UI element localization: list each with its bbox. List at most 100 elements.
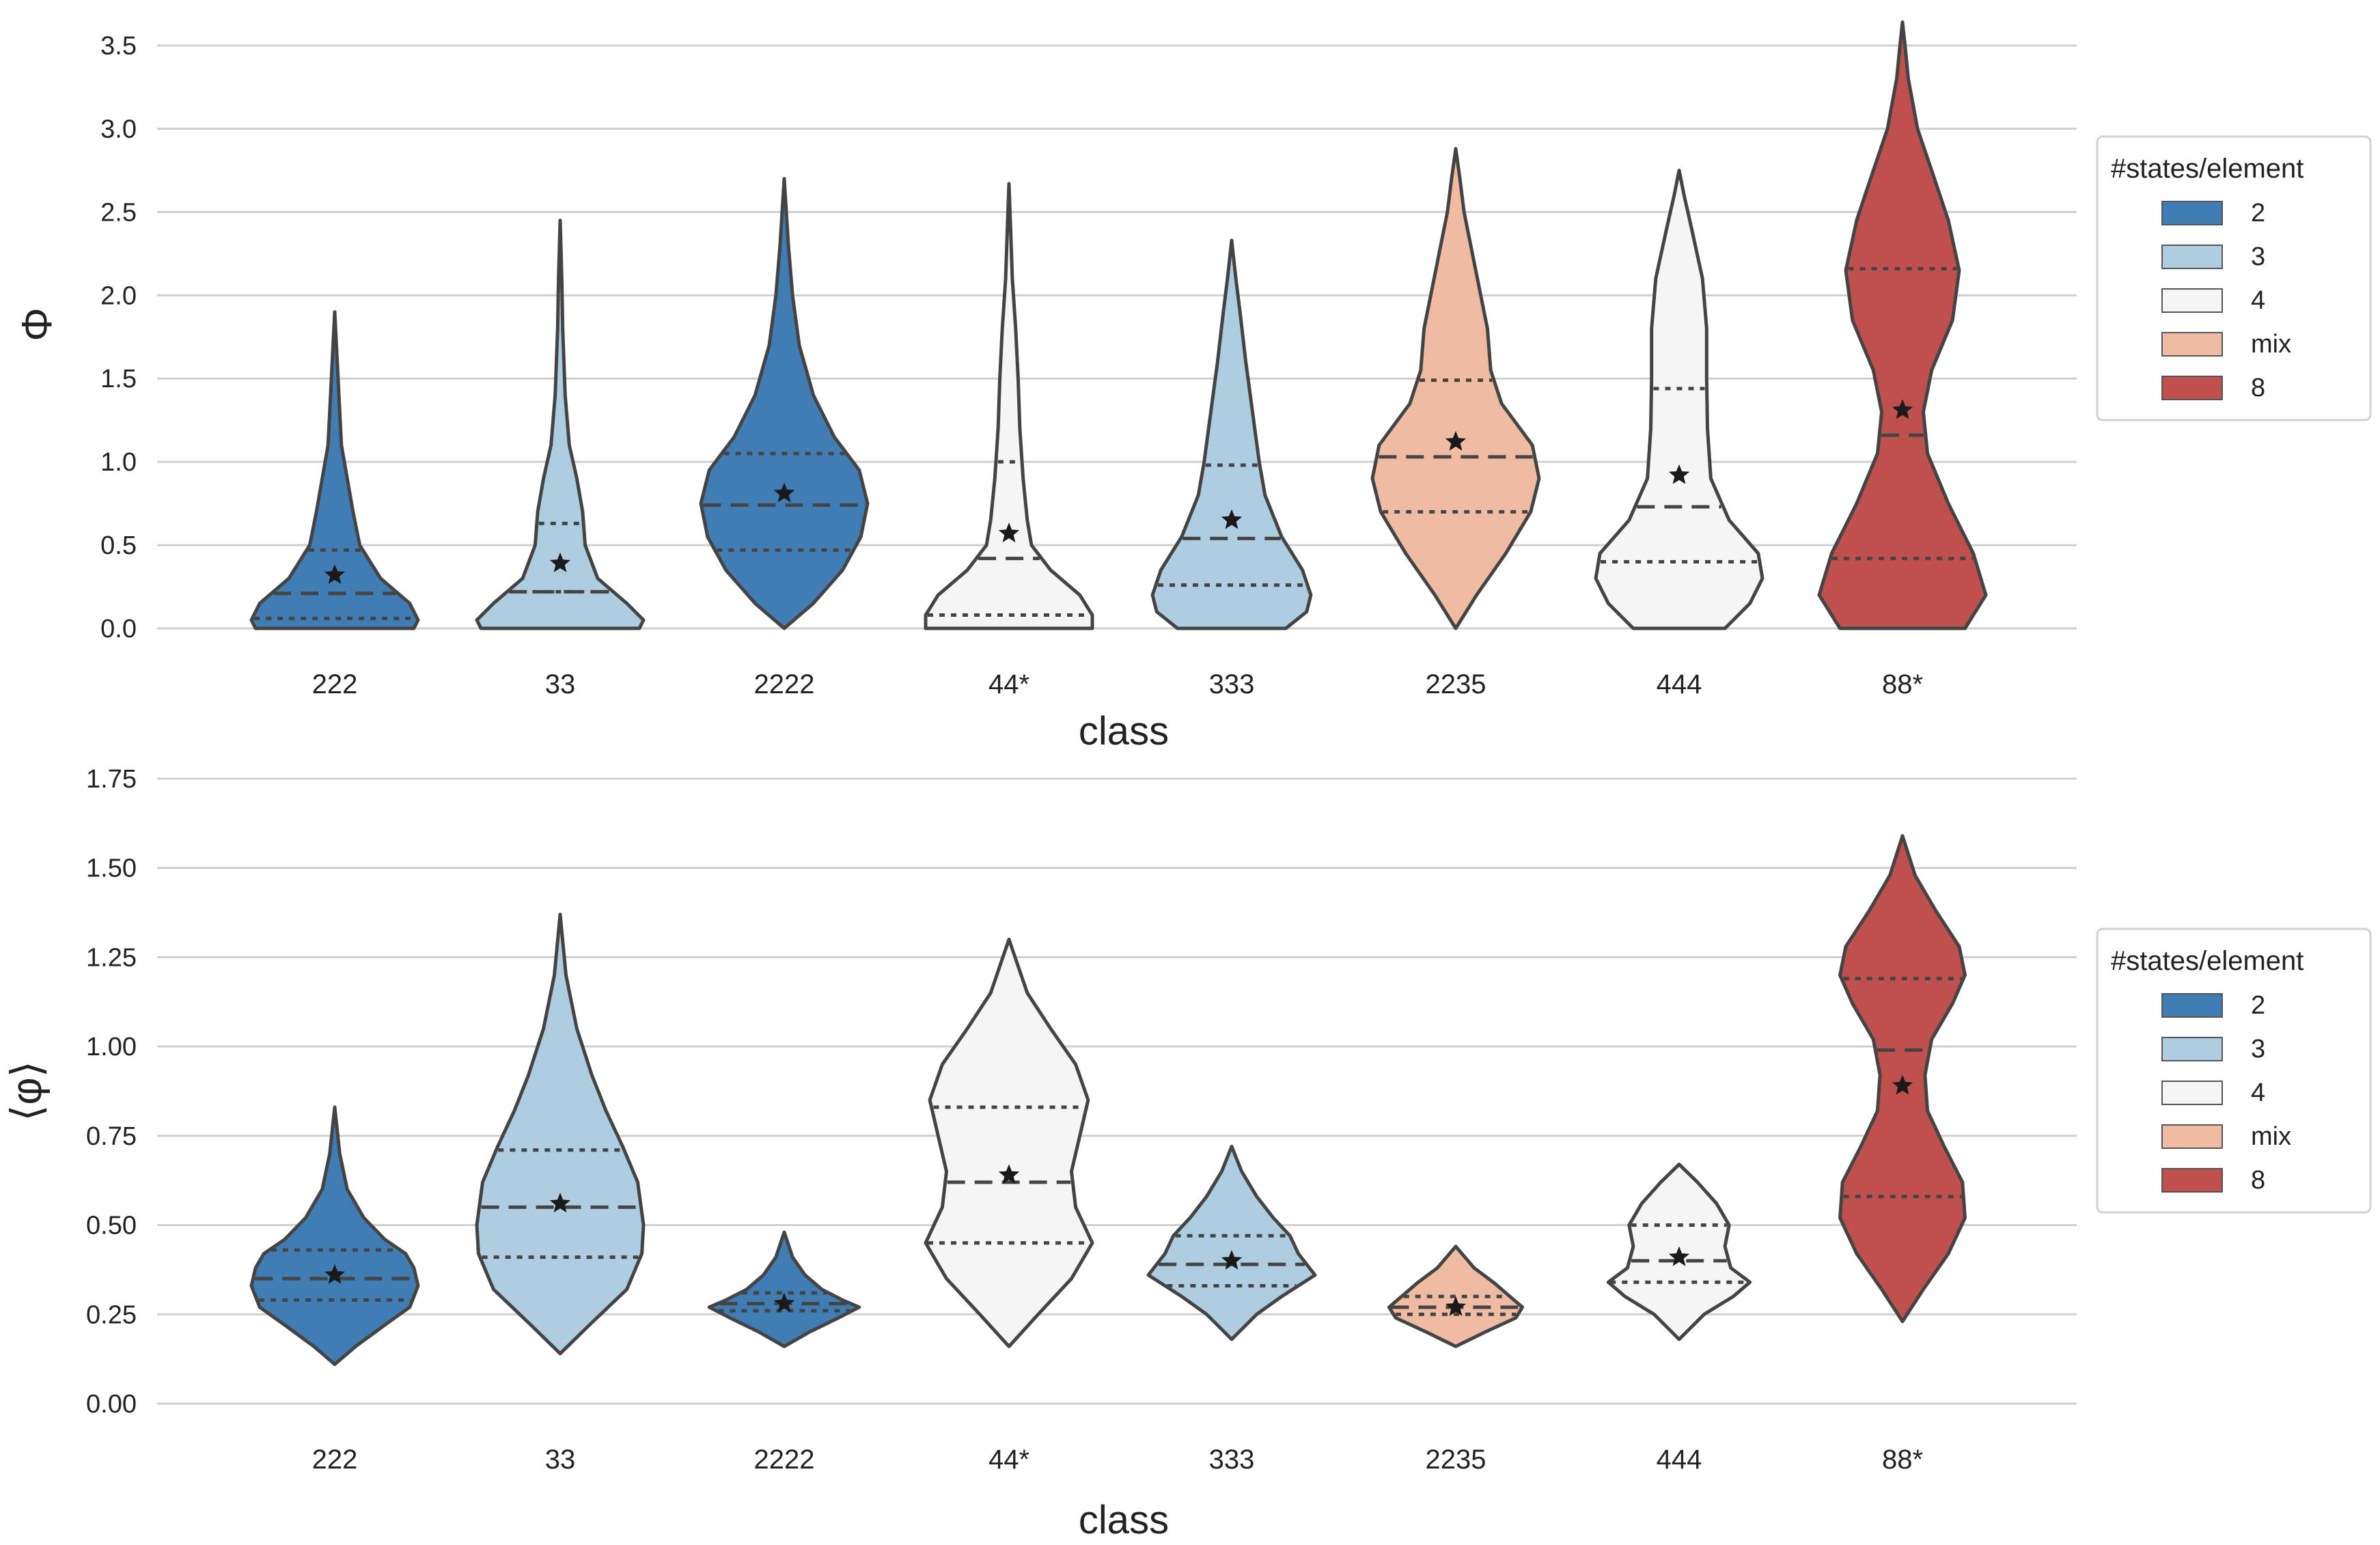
x-tick-label: 2235 bbox=[1426, 1445, 1486, 1475]
legend-label: 4 bbox=[2251, 286, 2265, 315]
violin-33 bbox=[475, 913, 646, 1356]
x-tick-label: 88* bbox=[1882, 669, 1923, 699]
legend-label: 8 bbox=[2251, 374, 2265, 402]
violin-2222 bbox=[707, 1230, 861, 1348]
legend-label: 3 bbox=[2251, 242, 2265, 271]
legend-label: 4 bbox=[2251, 1078, 2265, 1107]
legend-swatch bbox=[2161, 1124, 2223, 1149]
violin-body bbox=[699, 177, 870, 630]
violin-body bbox=[475, 913, 646, 1356]
y-tick-label: 0.25 bbox=[86, 1300, 137, 1329]
mean-marker bbox=[1668, 464, 1690, 484]
x-tick-label: 444 bbox=[1657, 669, 1702, 699]
x-tick-label: 222 bbox=[312, 669, 358, 699]
legend-label: 8 bbox=[2251, 1166, 2265, 1195]
violin-body bbox=[249, 310, 420, 630]
x-tick-label: 444 bbox=[1657, 1445, 1702, 1475]
violin-body bbox=[475, 219, 646, 630]
y-tick-label: 2.5 bbox=[100, 198, 137, 227]
x-axis-label: class bbox=[1079, 709, 1169, 753]
y-tick-label: 1.5 bbox=[100, 365, 137, 393]
y-tick-label: 0.75 bbox=[86, 1122, 137, 1151]
violin-33 bbox=[475, 219, 646, 630]
violin-body bbox=[924, 182, 1094, 630]
legend-label: 2 bbox=[2251, 991, 2265, 1020]
x-tick-label: 333 bbox=[1209, 669, 1255, 699]
panel-1: 0.0 0.5 1.0 1.5 2.0 2.5 3.0 3.5 222 33 2222 44* 333 2… bbox=[14, 20, 2372, 753]
y-tick-label: 1.25 bbox=[86, 943, 137, 972]
y-tick-label: 1.0 bbox=[100, 448, 137, 477]
legend: #states/element 2 3 4 mix 8 bbox=[2096, 135, 2372, 421]
violin-body bbox=[1817, 20, 1988, 630]
violin-44* bbox=[924, 182, 1094, 630]
mean-marker bbox=[1445, 1296, 1467, 1316]
x-tick-label: 2222 bbox=[754, 669, 815, 699]
y-tick-label: 0.00 bbox=[86, 1390, 137, 1419]
legend-swatch bbox=[2161, 201, 2223, 225]
legend-swatch bbox=[2161, 1081, 2223, 1105]
legend-label: 2 bbox=[2251, 199, 2265, 227]
x-tick-label: 44* bbox=[988, 1445, 1029, 1475]
mean-marker bbox=[1445, 430, 1467, 451]
mean-marker bbox=[549, 1193, 571, 1213]
x-tick-label: 222 bbox=[312, 1445, 358, 1475]
violin-body bbox=[924, 937, 1094, 1348]
mean-marker bbox=[1221, 1249, 1243, 1270]
x-tick-label: 33 bbox=[545, 1445, 576, 1475]
violin-body bbox=[1594, 169, 1765, 630]
violin-body bbox=[1146, 1145, 1317, 1341]
legend-swatch bbox=[2161, 245, 2223, 269]
x-tick-label: 2222 bbox=[754, 1445, 815, 1475]
mean-marker bbox=[1892, 399, 1913, 419]
violin-444 bbox=[1594, 169, 1765, 630]
legend-title: #states/element bbox=[2111, 946, 2303, 976]
x-tick-label: 44* bbox=[988, 669, 1029, 699]
legend-swatch bbox=[2161, 376, 2223, 400]
violin-333 bbox=[1146, 1145, 1317, 1341]
violin-88* bbox=[1838, 834, 1967, 1324]
y-tick-label: 0.0 bbox=[100, 615, 137, 643]
y-tick-label: 0.5 bbox=[100, 531, 137, 560]
violin-body bbox=[1150, 238, 1313, 630]
violin-2222 bbox=[699, 177, 870, 630]
legend-swatch bbox=[2161, 1037, 2223, 1061]
violin-222 bbox=[249, 1105, 420, 1366]
y-axis-label: Φ bbox=[14, 307, 61, 341]
x-tick-label: 33 bbox=[545, 669, 576, 699]
legend-swatch bbox=[2161, 993, 2223, 1018]
mean-marker bbox=[1221, 509, 1243, 529]
legend-swatch bbox=[2161, 332, 2223, 357]
mean-marker bbox=[324, 1264, 346, 1284]
y-tick-label: 3.0 bbox=[100, 115, 137, 143]
mean-marker bbox=[773, 1292, 795, 1313]
mean-marker bbox=[998, 523, 1020, 542]
y-tick-label: 2.0 bbox=[100, 281, 137, 310]
y-tick-label: 1.75 bbox=[86, 765, 137, 794]
legend-swatch bbox=[2161, 1168, 2223, 1193]
violin-222 bbox=[249, 310, 420, 630]
y-tick-label: 1.50 bbox=[86, 854, 137, 883]
mean-marker bbox=[998, 1164, 1020, 1184]
violin-88* bbox=[1817, 20, 1988, 630]
violin-body bbox=[707, 1230, 861, 1348]
x-tick-label: 333 bbox=[1209, 1445, 1255, 1475]
legend: #states/element 2 3 4 mix 8 bbox=[2096, 928, 2372, 1214]
legend-label: 3 bbox=[2251, 1035, 2265, 1063]
mean-marker bbox=[1668, 1246, 1690, 1266]
mean-marker bbox=[773, 482, 795, 503]
mean-marker bbox=[549, 552, 571, 572]
y-tick-label: 1.00 bbox=[86, 1033, 137, 1061]
violin-333 bbox=[1150, 238, 1313, 630]
y-axis-label: ⟨φ⟩ bbox=[3, 1061, 51, 1122]
y-tick-label: 3.5 bbox=[100, 32, 137, 61]
violin-body bbox=[249, 1105, 420, 1366]
violin-body bbox=[1370, 147, 1541, 630]
legend-title: #states/element bbox=[2111, 154, 2303, 184]
x-tick-label: 88* bbox=[1882, 1445, 1923, 1475]
x-axis-label: class bbox=[1079, 1498, 1169, 1542]
mean-marker bbox=[1892, 1074, 1913, 1095]
y-tick-label: 0.50 bbox=[86, 1212, 137, 1240]
violin-44* bbox=[924, 937, 1094, 1348]
